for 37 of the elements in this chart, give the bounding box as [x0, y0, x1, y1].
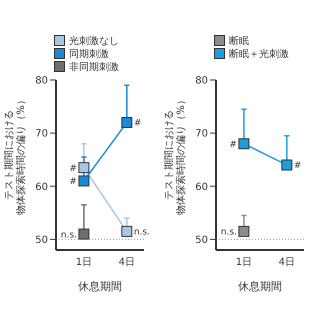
annotation: n.s. — [60, 230, 77, 240]
annotation: # — [134, 118, 142, 129]
legend-label: 光刺激なし — [69, 34, 119, 48]
x-tick-label: 1日 — [236, 257, 252, 268]
x-axis-title: 休息期間 — [78, 280, 122, 293]
point — [121, 226, 132, 237]
legend-label: 同期刺激 — [69, 48, 109, 60]
annotation: # — [229, 140, 237, 150]
y-axis-title: テスト期間における物体探索時間の偏り（%） — [3, 95, 27, 215]
point — [78, 175, 90, 186]
annotation: # — [294, 161, 302, 172]
annotation: n.s. — [220, 228, 237, 238]
legend-label: 断眠 — [229, 34, 249, 48]
x-tick-label: 4日 — [118, 257, 136, 268]
annotation: # — [69, 177, 77, 188]
x-tick-label: 1日 — [76, 257, 92, 268]
y-tick-label: 50 — [195, 234, 208, 246]
point — [281, 160, 292, 170]
y-tick-label: 70 — [195, 128, 208, 140]
y-tick-label: 50 — [35, 234, 48, 246]
legend-label: 断眠＋光刺激 — [229, 48, 289, 60]
annotation: n.s. — [134, 228, 150, 238]
x-tick-label: 4日 — [278, 257, 296, 268]
point — [121, 117, 132, 128]
y-tick-label: 80 — [35, 76, 48, 87]
point — [78, 228, 90, 240]
y-tick-label: 80 — [195, 76, 208, 87]
annotation: # — [69, 164, 77, 174]
point — [238, 226, 250, 237]
x-axis-title: 休息期間 — [238, 280, 282, 293]
legend-label: 非同期刺激 — [69, 60, 119, 74]
y-tick-label: 70 — [35, 128, 48, 140]
y-tick-label: 60 — [35, 182, 48, 193]
point — [238, 138, 250, 150]
y-axis-title: テスト期間における物体探索時間の偏り（%） — [163, 95, 187, 215]
point — [78, 162, 90, 174]
y-tick-label: 60 — [195, 182, 208, 193]
